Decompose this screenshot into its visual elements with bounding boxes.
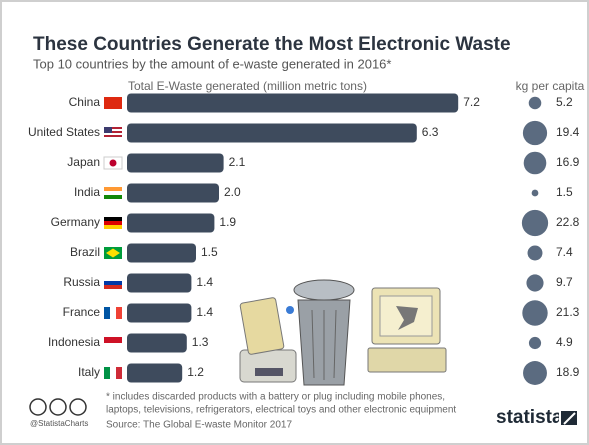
bar (127, 153, 224, 173)
value-label: 19.4 (556, 125, 580, 139)
bar (127, 243, 196, 263)
brand: statista (496, 407, 563, 428)
category-label: France (63, 305, 101, 319)
bubble (528, 336, 542, 350)
bubble (531, 189, 539, 197)
flag (104, 97, 122, 109)
value-label: 22.8 (556, 215, 580, 229)
category-label: Brazil (70, 245, 100, 259)
illustration (239, 279, 447, 386)
flag (104, 187, 122, 199)
value-label: 1.9 (219, 215, 236, 229)
flag (104, 277, 122, 289)
flag (104, 127, 122, 139)
bubble (526, 274, 544, 292)
flag (104, 217, 122, 229)
value-label: 18.9 (556, 365, 580, 379)
value-label: 6.3 (422, 125, 439, 139)
handle: @StatistaCharts (30, 419, 88, 428)
brand-icon (559, 409, 579, 427)
flag (104, 247, 122, 259)
value-label: 1.4 (196, 275, 213, 289)
value-label: 1.5 (201, 245, 218, 259)
bar (127, 123, 417, 143)
value-label: 16.9 (556, 155, 580, 169)
series-header: Total E-Waste generated (million metric … (128, 79, 367, 93)
category-label: Germany (51, 215, 100, 229)
value-label: 5.2 (556, 95, 573, 109)
value-label: 21.3 (556, 305, 580, 319)
category-label: China (69, 95, 101, 109)
bubble (522, 300, 548, 326)
bar (127, 333, 187, 353)
value-label: 9.7 (556, 275, 573, 289)
category-label: India (74, 185, 100, 199)
chart-title: These Countries Generate the Most Electr… (33, 34, 511, 55)
category-label: Indonesia (48, 335, 100, 349)
flag (104, 307, 122, 319)
value-label: 1.3 (192, 335, 209, 349)
bubble (527, 245, 543, 261)
footnote: laptops, televisions, refrigerators, ele… (106, 405, 456, 416)
value-label: 7.2 (463, 95, 480, 109)
bar (127, 213, 215, 233)
source: Source: The Global E-waste Monitor 2017 (106, 420, 292, 431)
bubble (528, 96, 542, 110)
bar (127, 363, 183, 383)
bubble (521, 209, 549, 237)
bubble (523, 361, 547, 385)
footnote: * includes discarded products with a bat… (106, 392, 445, 403)
category-label: Russia (63, 275, 100, 289)
value-label: 2.1 (229, 155, 246, 169)
value-label: 1.5 (556, 185, 573, 199)
flag (103, 156, 123, 170)
bubble (522, 120, 548, 146)
value-label: 4.9 (556, 335, 573, 349)
value-label: 2.0 (224, 185, 241, 199)
category-label: Italy (78, 365, 100, 379)
category-label: Japan (67, 155, 100, 169)
bar (127, 93, 459, 113)
value-label: 1.2 (187, 365, 204, 379)
bar (127, 273, 192, 293)
value-label: 1.4 (196, 305, 213, 319)
bar (127, 303, 192, 323)
flag (104, 337, 122, 349)
series-header: kg per capita (516, 79, 585, 93)
license-icons (29, 398, 87, 416)
chart-subtitle: Top 10 countries by the amount of e-wast… (33, 56, 391, 71)
bubble (523, 151, 547, 175)
flag (104, 367, 122, 379)
category-label: United States (28, 125, 100, 139)
value-label: 7.4 (556, 245, 573, 259)
bar (127, 183, 219, 203)
